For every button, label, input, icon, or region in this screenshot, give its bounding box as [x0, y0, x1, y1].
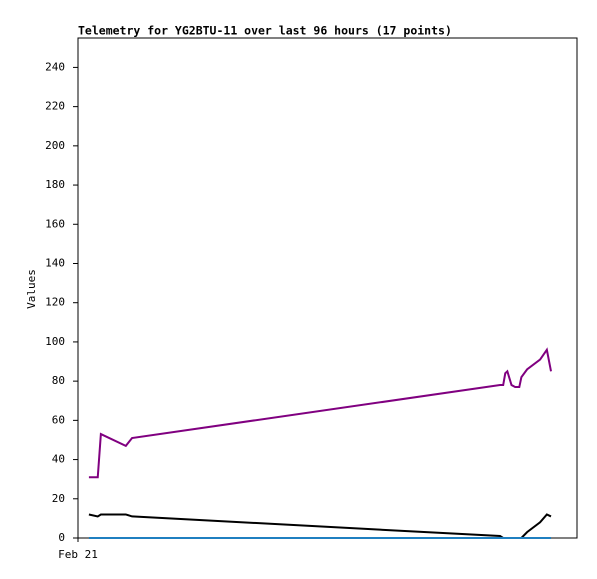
y-tick-label: 20: [52, 492, 65, 505]
y-tick-label: 200: [45, 139, 65, 152]
y-axis-label: Values: [25, 269, 38, 309]
y-tick-label: 160: [45, 217, 65, 230]
y-tick-label: 80: [52, 374, 65, 387]
chart-title: Telemetry for YG2BTU-11 over last 96 hou…: [78, 24, 452, 38]
series-line: [88, 513, 552, 539]
series-line: [88, 347, 552, 479]
y-tick-label: 180: [45, 178, 65, 191]
y-tick-label: 0: [58, 531, 65, 544]
y-tick-label: 100: [45, 335, 65, 348]
y-tick-label: 120: [45, 296, 65, 309]
y-tick-label: 240: [45, 60, 65, 73]
plot-frame: [77, 37, 578, 539]
y-tick-label: 40: [52, 453, 65, 466]
y-tick-label: 60: [52, 413, 65, 426]
y-tick-label: 140: [45, 256, 65, 269]
x-tick-label: Feb 21: [58, 548, 98, 561]
y-tick-label: 220: [45, 100, 65, 113]
